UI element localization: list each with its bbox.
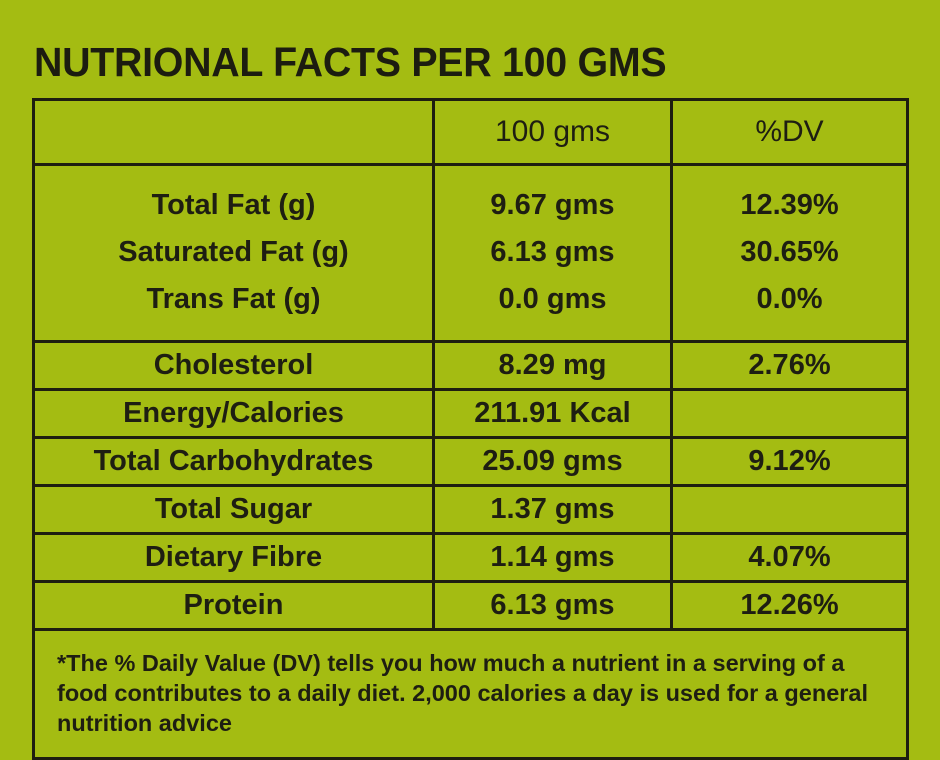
amount-total-fat: 9.67 gms (490, 188, 615, 221)
dv-protein: 12.26% (670, 580, 909, 631)
fat-block-dv-cell: 12.39% 30.65% 0.0% (670, 163, 909, 343)
nutrient-energy-calories: Energy/Calories (32, 388, 435, 439)
dv-trans-fat: 0.0% (756, 282, 823, 315)
table-row: Protein 6.13 gms 12.26% (32, 580, 909, 631)
column-header-amount: 100 gms (432, 98, 673, 166)
amount-total-carbohydrates: 25.09 gms (432, 436, 673, 487)
table-row: Total Carbohydrates 25.09 gms 9.12% (32, 436, 909, 487)
column-header-dv: %DV (670, 98, 909, 166)
dv-saturated-fat: 30.65% (740, 235, 839, 268)
amount-energy-calories: 211.91 Kcal (432, 388, 673, 439)
page-title: NUTRIONAL FACTS PER 100 GMS (34, 39, 667, 85)
nutrient-cholesterol: Cholesterol (32, 340, 435, 391)
dv-dietary-fibre: 4.07% (670, 532, 909, 583)
nutrient-total-carbohydrates: Total Carbohydrates (32, 436, 435, 487)
table-row: Dietary Fibre 1.14 gms 4.07% (32, 532, 909, 583)
nutrient-saturated-fat: Saturated Fat (g) (118, 235, 349, 268)
table-row: Energy/Calories 211.91 Kcal (32, 388, 909, 439)
amount-protein: 6.13 gms (432, 580, 673, 631)
dv-total-carbohydrates: 9.12% (670, 436, 909, 487)
dv-total-sugar (670, 484, 909, 535)
amount-total-sugar: 1.37 gms (432, 484, 673, 535)
amount-dietary-fibre: 1.14 gms (432, 532, 673, 583)
fat-block-amount-cell: 9.67 gms 6.13 gms 0.0 gms (432, 163, 673, 343)
nutrient-dietary-fibre: Dietary Fibre (32, 532, 435, 583)
nutrient-total-sugar: Total Sugar (32, 484, 435, 535)
table-row: Cholesterol 8.29 mg 2.76% (32, 340, 909, 391)
amount-saturated-fat: 6.13 gms (490, 235, 615, 268)
nutrient-protein: Protein (32, 580, 435, 631)
nutrient-trans-fat: Trans Fat (g) (146, 282, 321, 315)
column-header-nutrient (32, 98, 435, 166)
table-row-fat-block: Total Fat (g) Saturated Fat (g) Trans Fa… (32, 163, 909, 343)
nutrition-facts-table: 100 gms %DV Total Fat (g) Saturated Fat … (32, 98, 909, 760)
nutrition-facts-page: NUTRIONAL FACTS PER 100 GMS 100 gms %DV … (32, 39, 909, 760)
table-header-row: 100 gms %DV (32, 98, 909, 166)
daily-value-footnote: *The % Daily Value (DV) tells you how mu… (32, 628, 909, 760)
amount-trans-fat: 0.0 gms (498, 282, 607, 315)
nutrient-total-fat: Total Fat (g) (151, 188, 316, 221)
table-row: Total Sugar 1.37 gms (32, 484, 909, 535)
table-footnote-row: *The % Daily Value (DV) tells you how mu… (32, 628, 909, 760)
fat-block-nutrient-cell: Total Fat (g) Saturated Fat (g) Trans Fa… (32, 163, 435, 343)
amount-cholesterol: 8.29 mg (432, 340, 673, 391)
dv-cholesterol: 2.76% (670, 340, 909, 391)
dv-energy-calories (670, 388, 909, 439)
dv-total-fat: 12.39% (740, 188, 839, 221)
